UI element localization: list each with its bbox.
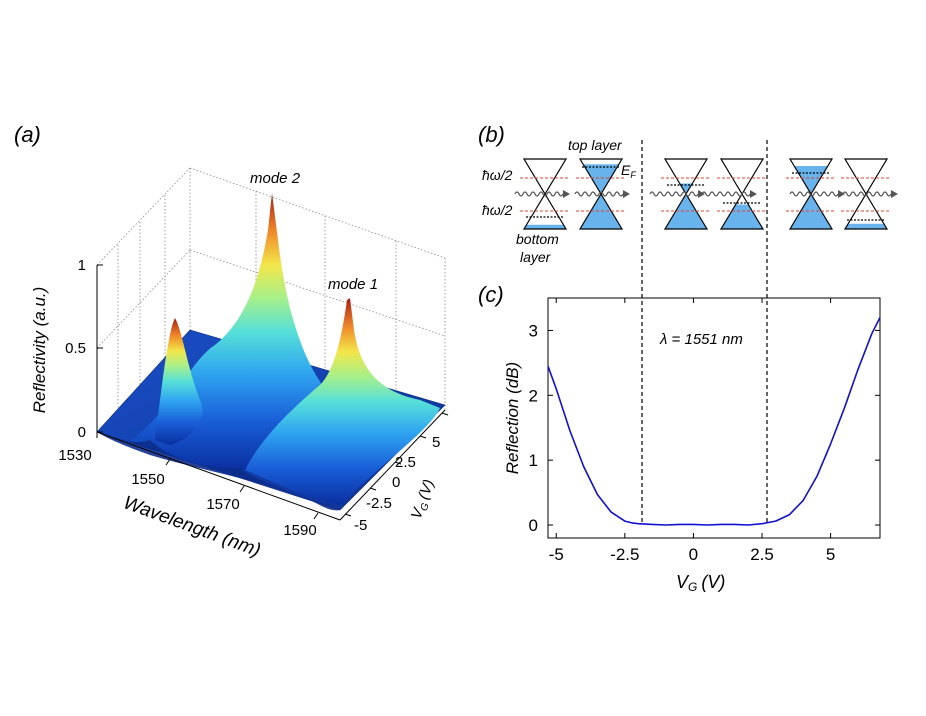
bottom-layer-label-1: bottom bbox=[516, 231, 559, 247]
y-tick-label: 5 bbox=[432, 434, 440, 451]
y-tick-label: 0 bbox=[392, 474, 400, 491]
y-axis-title: VG(V) bbox=[408, 477, 440, 522]
z-tick-label: 0.5 bbox=[65, 340, 86, 357]
y-tick-label: -5 bbox=[354, 517, 367, 534]
cone-fill-upper bbox=[583, 164, 619, 194]
surface bbox=[96, 193, 446, 511]
reflection-line bbox=[547, 317, 881, 526]
y-tick-label: -2.5 bbox=[366, 495, 392, 512]
c-x-tick-label: 5 bbox=[826, 545, 835, 564]
left-ridge bbox=[155, 318, 203, 445]
cone-fill-upper bbox=[679, 183, 693, 194]
hw-upper-label: ħω/2 bbox=[482, 167, 513, 183]
mode-1-ridge bbox=[245, 298, 440, 505]
x-tick-label: 1530 bbox=[58, 447, 91, 464]
top-layer-label: top layer bbox=[568, 137, 623, 153]
cone-outline bbox=[522, 158, 568, 230]
plot-frame bbox=[547, 297, 881, 539]
x-tick-label: 1590 bbox=[283, 522, 316, 539]
panel-a-label: (a) bbox=[14, 122, 41, 147]
panel-c: (c) -5 -2.5 0 2.5 5 0 1 2 3 λ = 1551 nm Reflecti… bbox=[478, 282, 881, 594]
surface-skirt bbox=[97, 432, 340, 511]
bottom-layer-label-2: layer bbox=[520, 249, 552, 265]
z-tick-label: 0 bbox=[78, 424, 86, 441]
dirac-cone bbox=[520, 158, 570, 230]
x-tick-label: 1570 bbox=[206, 496, 239, 513]
y-axis: -5 -2.5 0 2.5 5 VG(V) bbox=[339, 409, 449, 534]
c-x-tick-label: 0 bbox=[689, 545, 698, 564]
photon-arrowhead bbox=[891, 190, 898, 198]
wavelength-annotation: λ = 1551 nm bbox=[659, 331, 743, 348]
cone-outline bbox=[578, 158, 624, 230]
annotation-mode-1: mode 1 bbox=[328, 276, 378, 293]
dirac-cone bbox=[717, 158, 767, 230]
x-tick-label: 1550 bbox=[131, 471, 164, 488]
c-y-tick-label: 1 bbox=[529, 451, 538, 470]
photon-wave bbox=[701, 191, 751, 197]
cone-outline bbox=[663, 158, 709, 230]
photon-wave bbox=[574, 191, 624, 197]
photon-arrowhead bbox=[750, 190, 757, 198]
svg-text:VG(V): VG(V) bbox=[676, 572, 725, 594]
dirac-cone bbox=[786, 158, 836, 230]
dirac-cone bbox=[841, 158, 891, 230]
cone-outline bbox=[788, 158, 834, 230]
panel-a-box bbox=[96, 167, 446, 432]
photon-wave bbox=[649, 191, 699, 197]
c-y-tick-label: 2 bbox=[529, 386, 538, 405]
cone-fill-lower bbox=[845, 223, 887, 229]
panel-c-label: (c) bbox=[478, 282, 504, 307]
svg-text:VG(V): VG(V) bbox=[408, 477, 440, 522]
dirac-cone bbox=[576, 158, 626, 230]
z-axis-title: Reflectivity (a.u.) bbox=[30, 287, 49, 414]
c-y-tick-label: 3 bbox=[529, 321, 538, 340]
cone-outline bbox=[843, 158, 889, 230]
c-y-tick-label: 0 bbox=[529, 516, 538, 535]
c-x-tick-label: -5 bbox=[549, 545, 564, 564]
z-tick-label: 1 bbox=[78, 257, 86, 274]
panel-a: (a) bbox=[14, 122, 449, 561]
annotation-mode-2: mode 2 bbox=[250, 170, 301, 187]
cone-outline bbox=[719, 158, 765, 230]
panel-b-label: (b) bbox=[478, 122, 505, 147]
x-axis-title: Wavelength (nm) bbox=[120, 492, 263, 561]
photon-arrowhead bbox=[698, 190, 705, 198]
c-x-tick-label: -2.5 bbox=[610, 545, 639, 564]
photon-arrowhead bbox=[623, 190, 630, 198]
dirac-cone bbox=[661, 158, 711, 230]
panel-c-axes: -5 -2.5 0 2.5 5 0 1 2 3 bbox=[529, 298, 880, 564]
photon-arrowhead bbox=[838, 190, 845, 198]
cone-fill-lower bbox=[721, 204, 763, 229]
photon-arrowhead bbox=[563, 190, 570, 198]
svg-text:EF: EF bbox=[621, 162, 636, 180]
ef-label: EF bbox=[621, 162, 636, 180]
cone-fill-lower bbox=[524, 224, 566, 229]
c-x-tick-label: 2.5 bbox=[750, 545, 774, 564]
dirac-cones bbox=[514, 158, 898, 230]
z-axis: 1 0.5 0 Reflectivity (a.u.) bbox=[30, 257, 103, 441]
photon-wave bbox=[842, 191, 892, 197]
panel-b: (b) top layer ħω/2 ħω/2 bottom layer EF bbox=[478, 122, 898, 525]
photon-wave bbox=[789, 191, 839, 197]
hw-lower-label: ħω/2 bbox=[482, 202, 513, 218]
y-tick-label: 2.5 bbox=[395, 454, 416, 471]
cone-fill-upper bbox=[794, 166, 828, 194]
panel-c-series bbox=[547, 317, 881, 526]
c-y-axis-title: Reflection (dB) bbox=[503, 362, 522, 474]
c-x-axis-title: VG (V) bbox=[676, 572, 725, 594]
photon-wave bbox=[514, 191, 564, 197]
